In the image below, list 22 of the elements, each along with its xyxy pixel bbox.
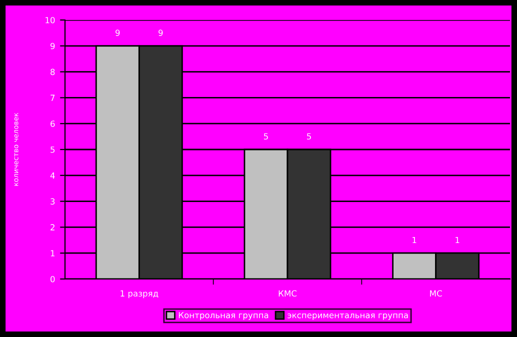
data-label: 9 <box>116 30 120 36</box>
y-tick-label: 8 <box>50 68 55 76</box>
y-tick-label: 9 <box>50 42 55 50</box>
data-label: 1 <box>412 236 416 244</box>
x-tick-label: МС <box>430 290 442 297</box>
data-label: 5 <box>307 133 311 140</box>
y-tick-label: 5 <box>50 146 55 153</box>
y-tick-label: 1 <box>50 250 55 256</box>
y-tick-label: 2 <box>50 224 54 230</box>
y-tick-label: 7 <box>50 94 55 101</box>
data-label: 5 <box>264 133 268 140</box>
y-tick-label: 10 <box>46 16 55 24</box>
y-tick-label: 3 <box>50 198 55 205</box>
data-label: 1 <box>456 236 460 244</box>
y-tick-label: 4 <box>50 172 55 179</box>
x-tick-label: 1 разряд <box>120 290 158 298</box>
legend-label: Контрольная группа <box>178 312 268 320</box>
x-tick-label: КМС <box>278 290 297 297</box>
y-tick-label: 0 <box>50 276 55 282</box>
legend-label: экспериментальная группа <box>288 313 408 320</box>
data-label: 9 <box>158 30 163 36</box>
y-tick-label: 6 <box>50 120 55 127</box>
